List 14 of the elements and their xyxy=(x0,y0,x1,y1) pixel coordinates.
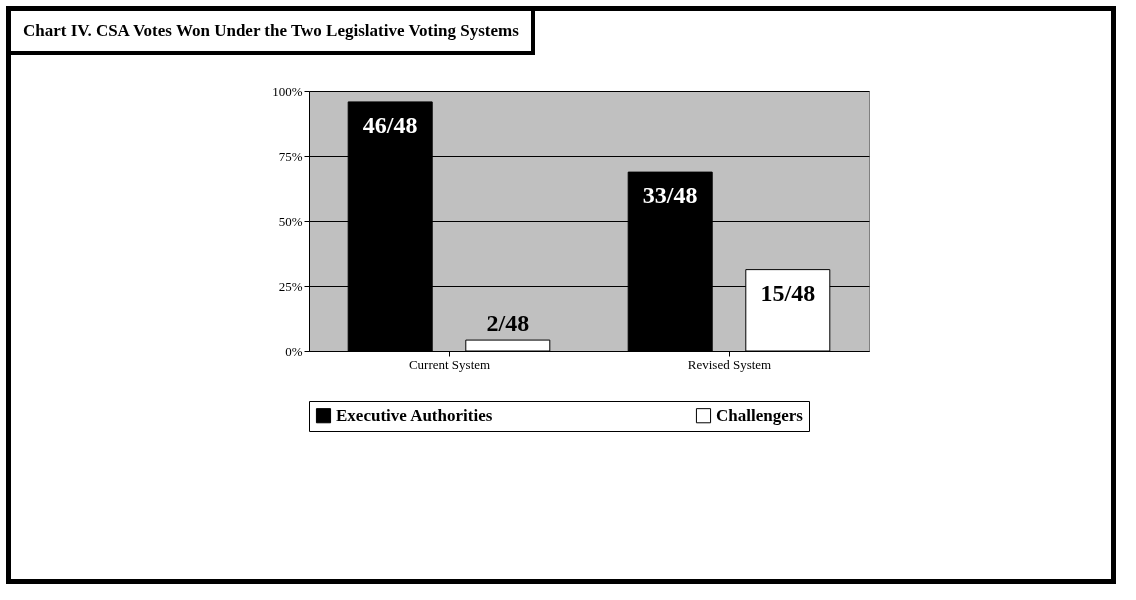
chart-title: Chart IV. CSA Votes Won Under the Two Legislative Voting Systems xyxy=(11,11,535,55)
y-tick-label: 0% xyxy=(285,343,303,359)
y-tick-label: 100% xyxy=(272,83,303,99)
x-tick-label: Current System xyxy=(408,356,491,372)
x-tick-label: Revised System xyxy=(687,356,772,372)
y-tick-label: 75% xyxy=(278,148,303,164)
data-label: 46/48 xyxy=(362,111,418,138)
data-label: 2/48 xyxy=(486,310,530,337)
data-label: 15/48 xyxy=(760,279,816,306)
legend-label: Executive Authorities xyxy=(336,405,493,425)
legend-label: Challengers xyxy=(716,405,804,425)
y-tick-label: 50% xyxy=(278,213,303,229)
data-label: 33/48 xyxy=(642,182,698,209)
y-tick-label: 25% xyxy=(278,278,303,294)
